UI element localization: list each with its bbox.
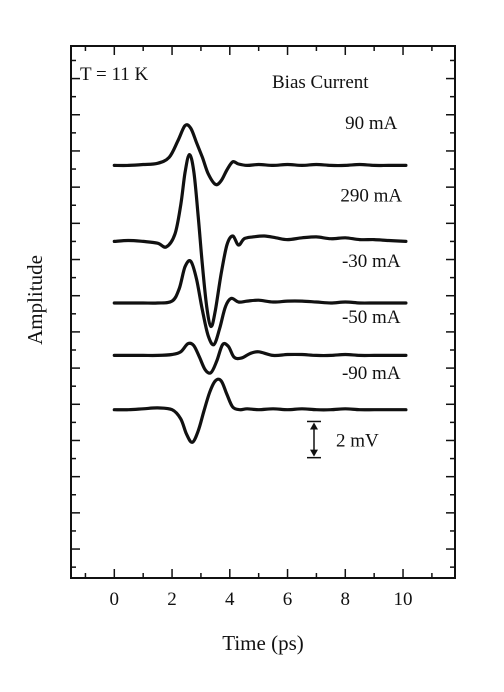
scale-bar-arrow-up-icon xyxy=(310,422,318,430)
series-label-2: -30 mA xyxy=(342,251,401,272)
x-tick-label: 8 xyxy=(341,589,351,610)
scale-bar-arrow-down-icon xyxy=(310,449,318,457)
series-label-1: 290 mA xyxy=(340,186,402,207)
trace-line-4 xyxy=(112,377,408,444)
trace-line-3 xyxy=(112,341,408,375)
x-axis: 0 2 4 6 8 10 xyxy=(84,46,433,610)
scale-bar: 2 mV xyxy=(307,420,379,459)
series-label-3: -50 mA xyxy=(342,307,401,328)
x-tick-label: 6 xyxy=(283,589,293,610)
trace-line-1 xyxy=(112,153,408,329)
x-tick-label: 2 xyxy=(167,589,177,610)
traces xyxy=(112,123,408,444)
series-label-4: -90 mA xyxy=(342,363,401,384)
x-axis-label: Time (ps) xyxy=(222,631,304,655)
x-tick-label: 10 xyxy=(394,589,413,610)
plot-frame xyxy=(70,45,456,579)
x-tick-label: 4 xyxy=(225,589,235,610)
x-tick-label: 0 xyxy=(110,589,120,610)
temperature-annotation: T = 11 K xyxy=(80,64,149,85)
series-label-0: 90 mA xyxy=(345,113,398,134)
y-axis xyxy=(71,59,455,568)
y-axis-label: Amplitude xyxy=(23,255,47,345)
series-labels: 90 mA 290 mA -30 mA -50 mA -90 mA xyxy=(340,113,402,384)
trace-line-2 xyxy=(112,259,408,347)
legend-title: Bias Current xyxy=(272,72,369,93)
scale-bar-label: 2 mV xyxy=(336,431,379,452)
trace-line-0 xyxy=(112,123,408,187)
